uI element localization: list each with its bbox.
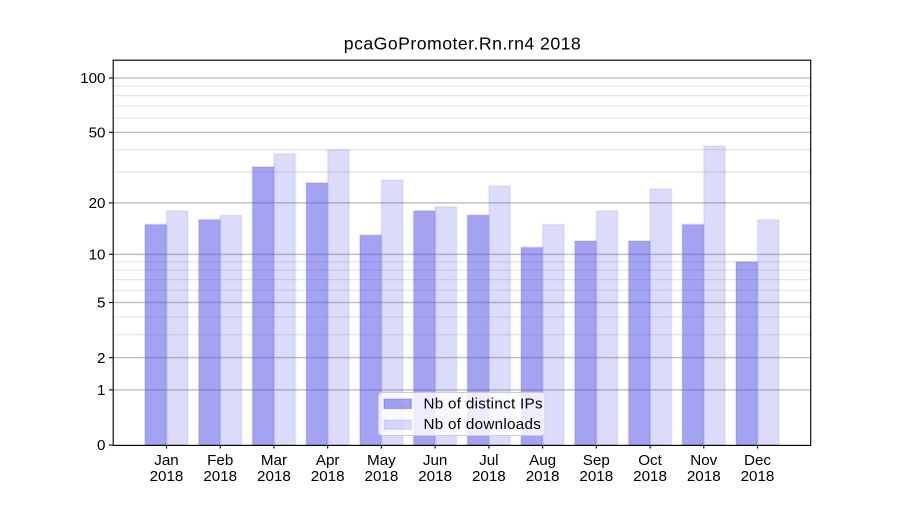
svg-text:2018: 2018	[203, 468, 237, 485]
svg-text:Jan: Jan	[154, 452, 179, 469]
svg-text:pcaGoPromoter.Rn.rn4 2018: pcaGoPromoter.Rn.rn4 2018	[344, 34, 581, 54]
svg-text:2018: 2018	[687, 468, 721, 485]
svg-text:2018: 2018	[579, 468, 613, 485]
svg-text:Oct: Oct	[638, 452, 662, 469]
svg-text:2018: 2018	[741, 468, 775, 485]
svg-text:2018: 2018	[150, 468, 184, 485]
svg-text:May: May	[367, 452, 396, 469]
svg-text:1: 1	[97, 382, 105, 399]
svg-text:0: 0	[97, 437, 105, 454]
svg-text:2: 2	[97, 350, 105, 367]
svg-text:50: 50	[89, 125, 106, 142]
svg-text:2018: 2018	[633, 468, 667, 485]
svg-text:2018: 2018	[311, 468, 345, 485]
svg-text:Nb of downloads: Nb of downloads	[424, 416, 542, 433]
svg-text:2018: 2018	[418, 468, 452, 485]
svg-text:2018: 2018	[472, 468, 506, 485]
svg-text:2018: 2018	[526, 468, 560, 485]
svg-text:Mar: Mar	[261, 452, 287, 469]
svg-text:Apr: Apr	[316, 452, 340, 469]
svg-text:Jul: Jul	[479, 452, 498, 469]
svg-text:Nb of distinct IPs: Nb of distinct IPs	[424, 395, 543, 412]
svg-text:10: 10	[89, 247, 106, 264]
svg-text:20: 20	[89, 195, 106, 212]
svg-text:Aug: Aug	[529, 452, 556, 469]
svg-text:2018: 2018	[257, 468, 291, 485]
svg-text:100: 100	[80, 70, 105, 87]
svg-text:Feb: Feb	[207, 452, 233, 469]
svg-text:Sep: Sep	[583, 452, 610, 469]
svg-text:Nov: Nov	[690, 452, 717, 469]
svg-text:Dec: Dec	[744, 452, 771, 469]
svg-text:2018: 2018	[365, 468, 399, 485]
svg-text:5: 5	[97, 295, 105, 312]
svg-text:Jun: Jun	[423, 452, 448, 469]
